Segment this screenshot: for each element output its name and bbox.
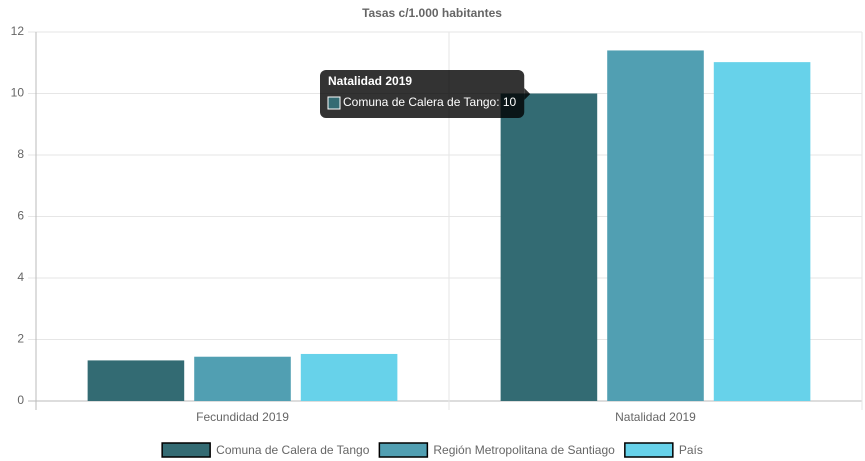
tooltip-box <box>320 70 525 118</box>
y-tick-label: 0 <box>17 393 24 407</box>
bar <box>607 50 704 401</box>
bar <box>87 360 185 401</box>
legend-swatch <box>624 442 674 458</box>
tooltip: Natalidad 2019 Comuna de Calera de Tango:… <box>320 70 531 118</box>
y-tick-label: 12 <box>11 24 25 38</box>
legend-swatch <box>161 442 211 458</box>
y-tick-label: 2 <box>17 332 24 346</box>
bar <box>500 93 598 401</box>
legend-label: Región Metropolitana de Santiago <box>433 443 615 457</box>
legend-swatch <box>378 442 429 458</box>
y-tick-label: 10 <box>11 86 25 100</box>
x-tick-label: Fecundidad 2019 <box>196 410 289 424</box>
bar <box>300 353 398 401</box>
x-tick-label: Natalidad 2019 <box>615 410 696 424</box>
y-tick-label: 8 <box>17 147 24 161</box>
chart-title: Tasas c/1.000 habitantes <box>362 6 502 20</box>
bar <box>713 62 811 401</box>
y-tick-label: 6 <box>17 209 24 223</box>
legend-label: País <box>679 443 703 457</box>
legend-label: Comuna de Calera de Tango <box>216 443 370 457</box>
tooltip-label: Comuna de Calera de Tango: 10 <box>343 95 517 109</box>
y-tick-label: 4 <box>17 270 24 284</box>
legend: Comuna de Calera de Tango Región Metropol… <box>161 442 703 458</box>
bar <box>194 356 291 401</box>
tooltip-swatch <box>327 96 341 110</box>
tooltip-title: Natalidad 2019 <box>328 74 412 88</box>
tooltip-caret <box>524 88 531 100</box>
